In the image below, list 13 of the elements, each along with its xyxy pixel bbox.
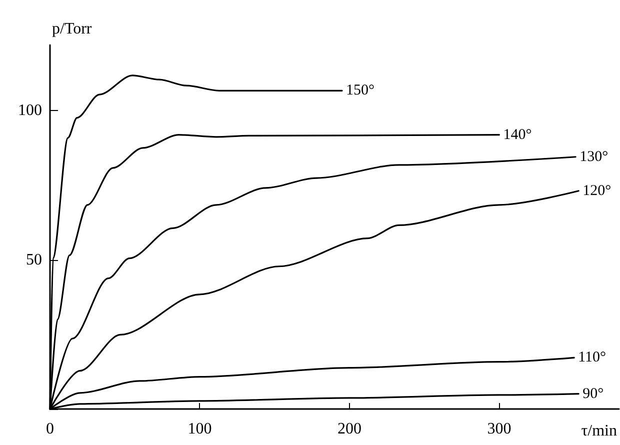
series-label: 140° [503,126,532,143]
series-label: 90° [582,386,604,402]
x-tick-label: 0 [46,420,54,438]
series-label: 110° [578,350,606,366]
y-tick-label: 50 [26,251,42,268]
x-axis-title: τ/min [581,422,617,440]
series-label: 130° [580,148,608,165]
series-label: 120° [582,182,612,199]
x-tick-label: 300 [487,420,512,438]
y-axis-title: p/Torr [52,20,92,38]
x-tick-label: 100 [188,420,212,438]
series-label: 150° [346,82,374,99]
x-tick-label: 200 [337,420,362,438]
